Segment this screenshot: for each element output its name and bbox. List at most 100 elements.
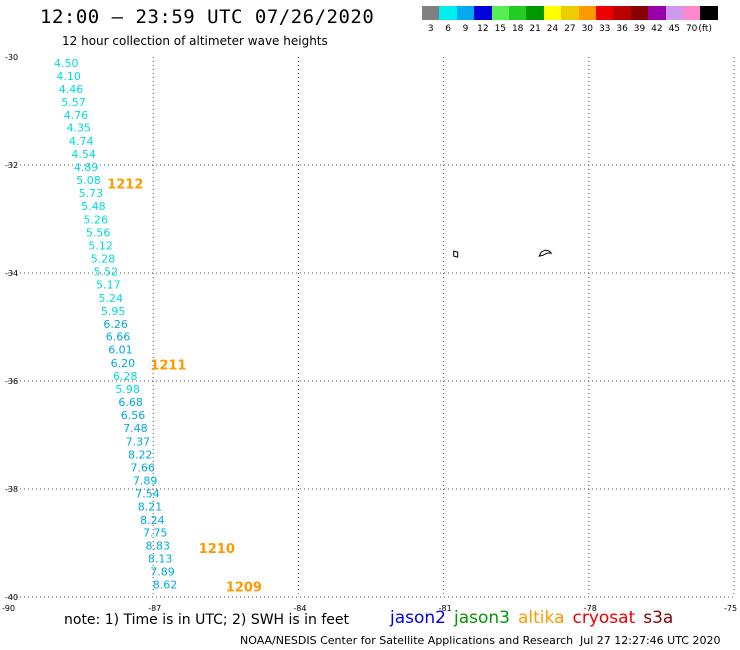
- pass-time-label: 1209: [226, 581, 262, 596]
- wave-height-label: 5.98: [115, 383, 140, 396]
- wave-height-label: 8.21: [138, 500, 163, 513]
- wave-height-label: 5.48: [81, 200, 106, 213]
- wave-height-label: 6.20: [111, 357, 136, 370]
- color-swatch: [613, 6, 631, 20]
- lon-tick-label: -81: [439, 604, 452, 613]
- lon-tick-label: -87: [148, 604, 161, 613]
- color-swatch: [683, 6, 701, 20]
- lat-tick-label: -34: [5, 269, 18, 278]
- wave-height-label: 4.89: [74, 161, 99, 174]
- color-swatch: [578, 6, 596, 20]
- wave-height-label: 6.26: [103, 318, 128, 331]
- pass-time-label: 1211: [150, 358, 186, 373]
- satellite-legend-item: jason2: [390, 608, 446, 628]
- wave-height-label: 6.56: [121, 409, 146, 422]
- wave-height-label: 6.28: [113, 370, 138, 383]
- wave-height-label: 4.50: [54, 57, 78, 70]
- wave-height-label: 5.28: [91, 252, 116, 265]
- island-outline: [453, 250, 459, 258]
- wave-height-label: 7.48: [123, 422, 148, 435]
- color-swatch: [491, 6, 509, 20]
- wave-height-label: 8.24: [140, 514, 165, 527]
- color-legend-label: 18: [511, 24, 524, 34]
- wave-height-label: 5.95: [101, 305, 126, 318]
- wave-height-label: 5.17: [96, 278, 121, 291]
- color-swatch: [474, 6, 492, 20]
- color-swatch: [526, 6, 544, 20]
- color-swatch: [700, 6, 718, 20]
- wave-height-label: 5.24: [99, 292, 124, 305]
- lon-tick-label: -90: [2, 604, 15, 613]
- lon-tick-label: -75: [724, 604, 737, 613]
- wave-height-label: 7.89: [150, 566, 175, 579]
- satellite-legend-item: altika: [518, 608, 565, 628]
- satellite-legend-item: jason3: [454, 608, 510, 628]
- color-legend-label: 70: [685, 24, 698, 34]
- wave-height-label: 7.37: [126, 435, 151, 448]
- wave-height-label: 6.01: [108, 344, 133, 357]
- wave-height-label: 4.46: [59, 83, 84, 96]
- color-swatch: [543, 6, 562, 20]
- wave-height-label: 8.62: [153, 579, 178, 592]
- wave-height-label: 8.13: [148, 553, 173, 566]
- lat-tick-label: -36: [5, 377, 18, 386]
- lon-tick-label: -84: [293, 604, 306, 613]
- color-legend-label: 30: [581, 24, 594, 34]
- wave-height-label: 4.76: [64, 109, 89, 122]
- color-legend-label: 3: [427, 24, 434, 34]
- color-swatch: [561, 6, 579, 20]
- color-swatch: [630, 6, 649, 20]
- lat-tick-label: -38: [5, 485, 18, 494]
- wave-height-label: 4.74: [69, 135, 94, 148]
- color-legend-label: 9: [462, 24, 469, 34]
- pass-time-label: 1210: [199, 542, 235, 557]
- color-legend-label: 15: [494, 24, 507, 34]
- wave-height-label: 4.54: [71, 148, 96, 161]
- color-swatch: [509, 6, 527, 20]
- pass-time-label: 1212: [107, 177, 143, 192]
- color-legend-label: 42: [651, 24, 663, 34]
- wave-height-label: 5.08: [76, 174, 101, 187]
- color-legend-label: 33: [598, 24, 611, 34]
- color-swatch: [439, 6, 457, 20]
- color-legend-label: 6: [445, 24, 451, 34]
- footer-note: note: 1) Time is in UTC; 2) SWH is in fe…: [64, 612, 350, 628]
- wave-height-label: 5.56: [86, 227, 111, 240]
- map-subtitle: 12 hour collection of altimeter wave hei…: [62, 34, 328, 48]
- wave-height-label: 5.73: [79, 187, 104, 200]
- satellite-legend-item: s3a: [643, 608, 674, 628]
- wave-height-label: 7.89: [133, 474, 158, 487]
- satellite-legend-item: cryosat: [572, 608, 636, 628]
- wave-height-label: 4.35: [67, 122, 92, 135]
- color-legend-label: 21: [529, 24, 541, 34]
- lat-tick-label: -40: [5, 593, 18, 602]
- wave-height-label: 4.10: [56, 70, 81, 83]
- satellite-legend: jason2 jason3 altika cryosat s3a: [390, 608, 681, 628]
- color-swatch: [456, 6, 475, 20]
- map-title: 12:00 – 23:59 UTC 07/26/2020: [40, 6, 375, 28]
- color-swatch: [648, 6, 666, 20]
- lat-tick-label: -32: [5, 161, 18, 170]
- wave-height-label: 5.52: [94, 265, 119, 278]
- wave-height-label: 5.12: [88, 239, 113, 252]
- wave-height-label: 6.68: [118, 396, 142, 409]
- wave-height-label: 6.66: [106, 331, 131, 344]
- wave-height-label: 8.22: [128, 448, 153, 461]
- island-outline: [538, 249, 553, 257]
- wave-height-label: 7.66: [130, 461, 155, 474]
- generated-timestamp: Jul 27 12:27:46 UTC 2020: [580, 634, 721, 647]
- color-legend-label: 39: [633, 24, 646, 34]
- color-swatch: [596, 6, 614, 20]
- color-legend-label: 27: [564, 24, 576, 34]
- wave-height-label: 5.26: [84, 214, 109, 227]
- wave-height-label: 5.57: [61, 96, 86, 109]
- color-legend-label: 36: [616, 24, 628, 34]
- color-legend-label: 45: [668, 24, 681, 34]
- color-legend-label: 12: [477, 24, 489, 34]
- color-swatch: [422, 6, 440, 20]
- lon-tick-label: -78: [584, 604, 597, 613]
- color-legend-unit: (ft): [698, 24, 712, 34]
- credit-text: NOAA/NESDIS Center for Satellite Applica…: [240, 634, 574, 647]
- wave-height-label: 7.54: [135, 487, 160, 500]
